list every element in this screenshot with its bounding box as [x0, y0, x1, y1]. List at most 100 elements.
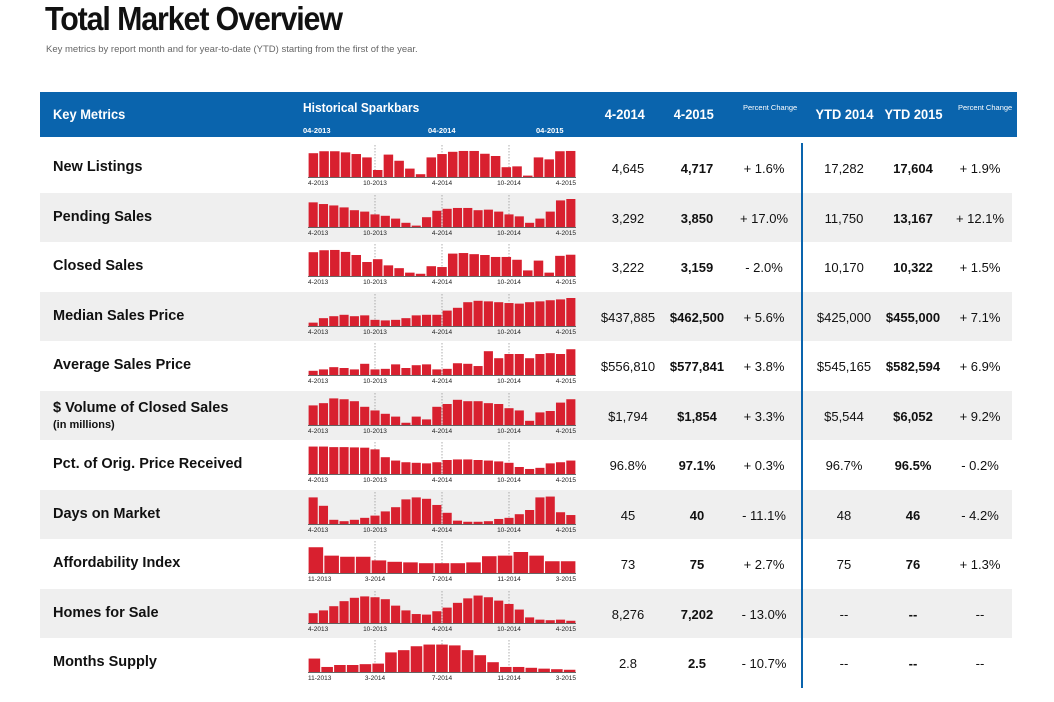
sparkbar-chart: 4-2013 10-2013 4-2014 10-2014 4-2015 [308, 590, 576, 633]
sparkbar [525, 301, 535, 326]
sparkbar [555, 199, 566, 227]
sparkbar-chart: 4-2013 10-2013 4-2014 10-2014 4-2015 [308, 293, 576, 336]
sparkbar [437, 154, 447, 177]
sparkbar [401, 609, 411, 623]
sparkbar-axis-label: 4-2014 [432, 329, 453, 336]
sparkbar [560, 561, 576, 573]
sparkbar [473, 300, 483, 326]
sparkbar [372, 170, 383, 177]
sparkbar-axis-label: 4-2015 [556, 230, 577, 237]
cell-ytdpct: -- [975, 656, 985, 671]
sparkbar [394, 160, 404, 177]
sparkbar-axis-label: 11-2013 [308, 576, 332, 583]
table-row: Pending Sales 4-2013 10-2013 4-2014 10-2014 4… [40, 192, 1012, 242]
sparkbar [535, 411, 545, 425]
cell-v2014: $437,885 [600, 309, 656, 325]
sparkbar [380, 413, 390, 425]
cell-ytd2015: $455,000 [885, 309, 941, 325]
cell-ytdpct: + 12.1% [955, 210, 1005, 226]
sparkbar [426, 157, 437, 177]
sparkbar [421, 614, 432, 623]
sparkbar-axis-label: 10-2013 [363, 378, 387, 385]
sparkbar [418, 563, 434, 573]
sparkbar [436, 644, 448, 672]
sparkbar-axis-label: 4-2014 [432, 477, 453, 484]
sparkbar [415, 273, 426, 276]
sparkbar [463, 301, 473, 326]
sparkbar [458, 150, 469, 177]
sparkbar [360, 314, 370, 326]
table-row: Closed Sales 4-2013 10-2013 4-2014 10-2014 4-… [40, 242, 1012, 291]
sparkbar [432, 504, 442, 524]
sparkbar [480, 153, 490, 177]
sparkbar [504, 603, 514, 623]
sparkbar [545, 211, 555, 227]
sparkbar [411, 496, 421, 524]
metric-label: New Listings [53, 159, 143, 175]
sparkbar-axis-label: 4-2014 [432, 279, 453, 286]
cell-pct: + 3.3% [743, 408, 785, 424]
cell-ytdpct: + 1.9% [959, 161, 1001, 176]
cell-ytd2015: 17,604 [893, 161, 933, 176]
cell-v2015: 3,159 [680, 260, 714, 275]
sparkbar [500, 666, 512, 672]
sparkbar-axis-label: 4-2013 [308, 378, 329, 385]
sparkbar [432, 369, 442, 375]
sparkbar [504, 407, 514, 425]
sparkbar-axis-label: 10-2013 [363, 477, 387, 484]
sparkbar [308, 252, 319, 276]
metric-label: $ Volume of Closed Sales [53, 399, 229, 416]
sparkbar [466, 562, 481, 573]
sparkbar [463, 363, 473, 375]
sparkbar [566, 398, 576, 425]
sparkbar [403, 562, 418, 573]
sparkbar [415, 174, 426, 177]
sparkbar-axis-label: 4-2015 [556, 279, 577, 286]
sparkbar [487, 662, 499, 672]
sparkbar [391, 364, 401, 375]
sparkbar [447, 253, 458, 276]
sparkbar [421, 216, 432, 227]
cell-pct: + 2.7% [743, 557, 785, 572]
sparkbar [473, 521, 483, 524]
sparkbar-axis-label: 4-2013 [308, 279, 329, 286]
sparkbar [346, 665, 359, 672]
sparkbar [483, 209, 493, 227]
cell-ytd2014: -- [839, 656, 849, 671]
sparkbar [447, 151, 458, 177]
sparkbar [544, 159, 554, 177]
sparkbar [349, 315, 359, 326]
sparkbar [349, 597, 359, 623]
sparkbar [339, 368, 349, 375]
cell-ytd2015: -- [908, 606, 918, 622]
cell-ytd2015: 96.5% [894, 458, 932, 473]
sparkbar [351, 255, 361, 276]
table-row: Affordability Index 11-2013 3-2014 7-2014 11… [40, 539, 1012, 588]
sparkbar [514, 513, 524, 524]
sparkbar-axis-label: 4-2013 [308, 180, 329, 187]
sparkbar [360, 211, 370, 227]
cell-pct: + 0.3% [743, 458, 785, 473]
sparkbar-axis-label: 10-2014 [497, 527, 521, 534]
header-key-metrics: Key Metrics [53, 106, 126, 122]
sparkbar [372, 663, 384, 672]
sparkbar [452, 399, 463, 425]
sparkbar [494, 301, 504, 326]
sparkbar [318, 505, 329, 524]
sparkbar-axis-label: 10-2013 [363, 428, 387, 435]
sparkbar [318, 402, 329, 425]
sparkbar [504, 354, 514, 375]
sparkbar [308, 404, 318, 425]
sparkbar [555, 298, 566, 326]
sparkbar [525, 667, 538, 672]
cell-ytd2014: 11,750 [824, 210, 864, 226]
cell-ytd2014: -- [839, 606, 849, 622]
sparkbar [318, 203, 329, 227]
sparkbar [512, 666, 525, 672]
sparkbar [308, 547, 324, 573]
header-ytd-2015: YTD 2015 [884, 106, 943, 122]
sparkbar [411, 314, 421, 326]
sparkbar [391, 218, 401, 227]
table-row: New Listings 4-2013 10-2013 4-2014 10-2014 4-… [40, 143, 1012, 192]
sparkbar [442, 310, 452, 326]
